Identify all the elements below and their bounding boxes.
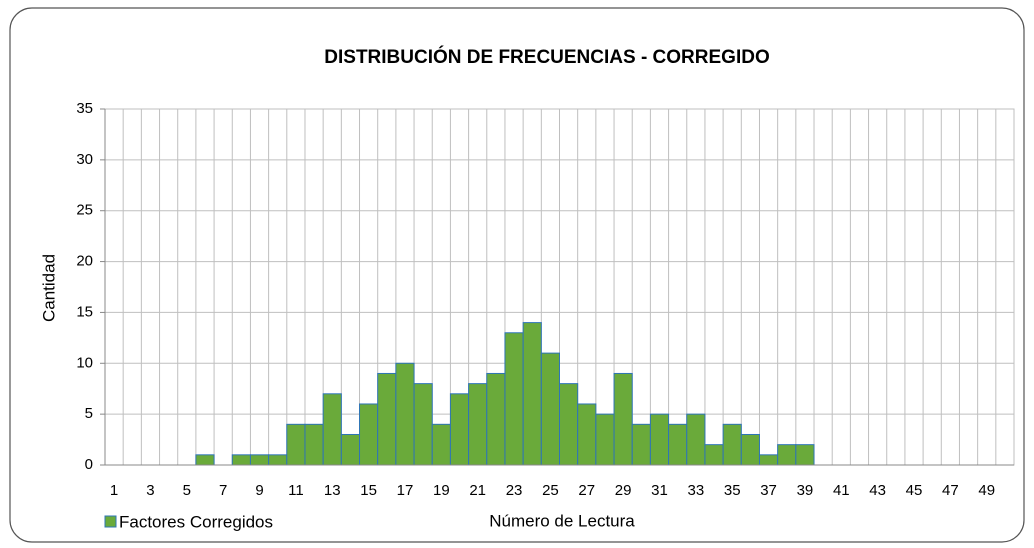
bar [668, 423, 688, 466]
x-tick-label: 15 [360, 482, 377, 499]
y-axis-label: Cantidad [39, 254, 58, 322]
x-tick-label: 13 [324, 482, 341, 499]
bar [613, 372, 633, 466]
bar [195, 454, 215, 466]
bar [486, 372, 506, 466]
bar [359, 403, 379, 466]
x-tick-label: 49 [978, 482, 995, 499]
x-tick-label: 17 [397, 482, 414, 499]
bar [704, 444, 724, 466]
x-tick-label: 43 [869, 482, 886, 499]
x-tick-label: 33 [688, 482, 705, 499]
bar [468, 383, 488, 466]
y-tick-label: 20 [76, 253, 93, 270]
bar [322, 393, 342, 466]
x-tick-label: 23 [506, 482, 523, 499]
x-tick-label: 3 [146, 482, 154, 499]
bar [340, 433, 361, 466]
x-tick-label: 27 [578, 482, 595, 499]
bar [431, 423, 451, 466]
x-tick-label: 39 [797, 482, 814, 499]
y-tick-label: 10 [76, 354, 93, 371]
bar [377, 372, 397, 466]
x-tick-label: 21 [469, 482, 486, 499]
bar [522, 322, 542, 466]
x-tick-label: 11 [288, 482, 304, 499]
bar [795, 444, 815, 466]
x-tick-label: 37 [760, 482, 777, 499]
bar [740, 433, 760, 466]
bar [686, 413, 706, 466]
bar [758, 454, 779, 466]
bar [595, 413, 615, 466]
x-tick-label: 41 [833, 482, 850, 499]
bar [286, 423, 306, 466]
bar [504, 332, 524, 466]
x-tick-label: 5 [183, 482, 191, 499]
x-tick-label: 45 [906, 482, 923, 499]
y-tick-label: 35 [76, 100, 93, 117]
bar [413, 383, 433, 466]
x-axis-label: Número de Lectura [489, 511, 635, 530]
bar [268, 454, 288, 466]
bar [395, 362, 415, 466]
y-tick-label: 30 [76, 151, 93, 168]
bar [631, 423, 651, 466]
bar [777, 444, 797, 466]
legend-swatch [104, 515, 117, 528]
bar [649, 413, 670, 466]
bar [304, 423, 324, 466]
y-tick-label: 15 [76, 303, 93, 320]
x-tick-label: 9 [255, 482, 263, 499]
legend-label: Factores Corregidos [119, 512, 273, 531]
bar [577, 403, 597, 466]
x-tick-label: 35 [724, 482, 741, 499]
bar [231, 454, 251, 466]
x-tick-label: 25 [542, 482, 559, 499]
x-tick-label: 7 [219, 482, 227, 499]
x-tick-label: 19 [433, 482, 450, 499]
y-tick-label: 0 [85, 456, 93, 473]
bar [449, 393, 470, 466]
bar [249, 454, 270, 466]
bar [540, 352, 561, 466]
y-tick-label: 5 [85, 405, 93, 422]
x-tick-label: 1 [110, 482, 118, 499]
x-tick-label: 47 [942, 482, 959, 499]
chart-title: DISTRIBUCIÓN DE FRECUENCIAS - CORREGIDO [324, 46, 769, 68]
chart-frame [9, 7, 1025, 543]
x-tick-label: 29 [615, 482, 632, 499]
y-tick-label: 25 [76, 202, 93, 219]
x-tick-label: 31 [651, 482, 668, 499]
bar [559, 383, 579, 466]
bar [722, 423, 742, 466]
